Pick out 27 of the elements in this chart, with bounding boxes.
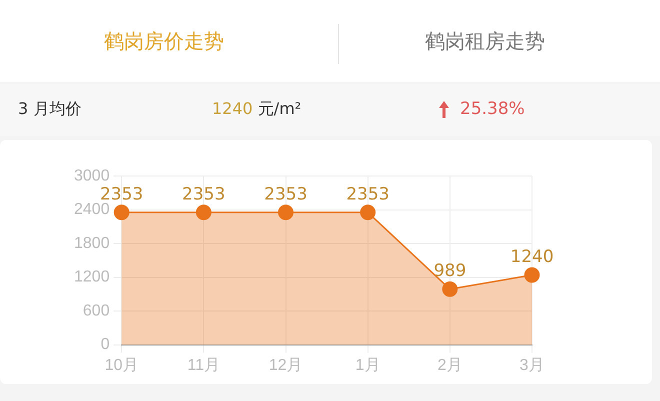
point [196, 204, 212, 220]
chart-title: 鹤岗房价走势 [104, 28, 224, 55]
x-tick-label: 2月 [437, 356, 462, 374]
y-tick-label: 600 [82, 302, 110, 320]
data-label: 989 [434, 261, 466, 282]
y-tick-label: 1200 [74, 268, 110, 286]
point [114, 204, 130, 220]
x-tick-label: 10月 [104, 356, 138, 374]
data-label: 2353 [182, 184, 226, 204]
text: 25.38% [460, 99, 525, 119]
data-label: 2353 [346, 184, 390, 204]
data-label: 1240 [510, 246, 554, 267]
y-tick-label: 1800 [74, 234, 110, 252]
text: 3 月均价 [18, 99, 82, 120]
point [442, 281, 458, 297]
text: 鹤岗租房走势 [425, 28, 545, 55]
point [524, 267, 540, 283]
x-tick-label: 1月 [355, 356, 380, 374]
y-tick-label: 0 [100, 336, 110, 354]
point [360, 204, 376, 220]
x-tick-label: 3月 [520, 356, 544, 374]
data-label: 2353 [264, 184, 308, 204]
y-tick-label: 3000 [74, 167, 110, 184]
point [278, 204, 294, 220]
x-tick-label: 11月 [187, 356, 220, 374]
text: 1240 元/m² [212, 99, 302, 120]
x-tick-label: 12月 [268, 356, 303, 374]
